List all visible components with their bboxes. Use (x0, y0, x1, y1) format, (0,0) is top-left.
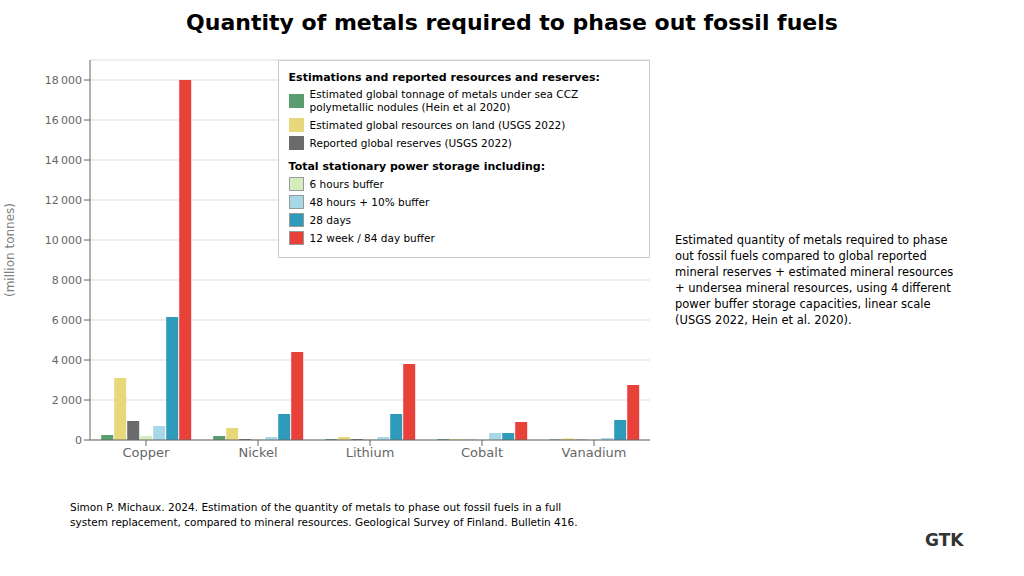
html-text:Estimations and reported resou: Estimations and reported resources and r… (288, 71, 600, 84)
html-text:Simon P. Michaux. 2024. Estima: Simon P. Michaux. 2024. Estimation of th… (70, 501, 578, 528)
html-text:6 hours buffer: 6 hours buffer (309, 177, 384, 190)
svg-text:Nickel: Nickel (238, 445, 277, 460)
svg-text:12 000: 12 000 (45, 194, 82, 207)
svg-text:18 000: 18 000 (45, 74, 82, 87)
svg-text:0: 0 (75, 434, 82, 447)
html-text:28 days: 28 days (309, 213, 352, 226)
svg-text:4 000: 4 000 (52, 354, 82, 367)
html-text:48 hours + 10% buffer: 48 hours + 10% buffer (309, 195, 430, 208)
svg-text:(million tonnes): (million tonnes) (8, 203, 17, 297)
svg-text:Cobalt: Cobalt (461, 445, 503, 460)
html-text:12 week / 84 day buffer: 12 week / 84 day buffer (309, 231, 435, 244)
svg-text:Copper: Copper (123, 445, 171, 460)
svg-text:16 000: 16 000 (45, 114, 82, 127)
svg-text:8 000: 8 000 (52, 274, 82, 287)
svg-text:2 000: 2 000 (52, 394, 82, 407)
svg-text:Vanadium: Vanadium (562, 445, 627, 460)
html-text:Reported global reserves (USGS: Reported global reserves (USGS 2022) (309, 136, 512, 149)
html-text:GTK: GTK (925, 530, 964, 550)
html-text:Estimated global tonnage of me: Estimated global tonnage of metals under… (309, 88, 579, 113)
svg-text:6 000: 6 000 (52, 314, 82, 327)
svg-text:10 000: 10 000 (45, 234, 82, 247)
html-text:Estimated quantity of metals r: Estimated quantity of metals required to… (675, 233, 954, 327)
svg-text:14 000: 14 000 (45, 154, 82, 167)
html-text:Quantity of metals required to: Quantity of metals required to phase out… (186, 10, 838, 35)
html-text:Estimated global resources on: Estimated global resources on land (USGS… (309, 118, 566, 131)
html-text:Total stationary power storage: Total stationary power storage including… (288, 160, 546, 173)
svg-text:Lithium: Lithium (346, 445, 395, 460)
